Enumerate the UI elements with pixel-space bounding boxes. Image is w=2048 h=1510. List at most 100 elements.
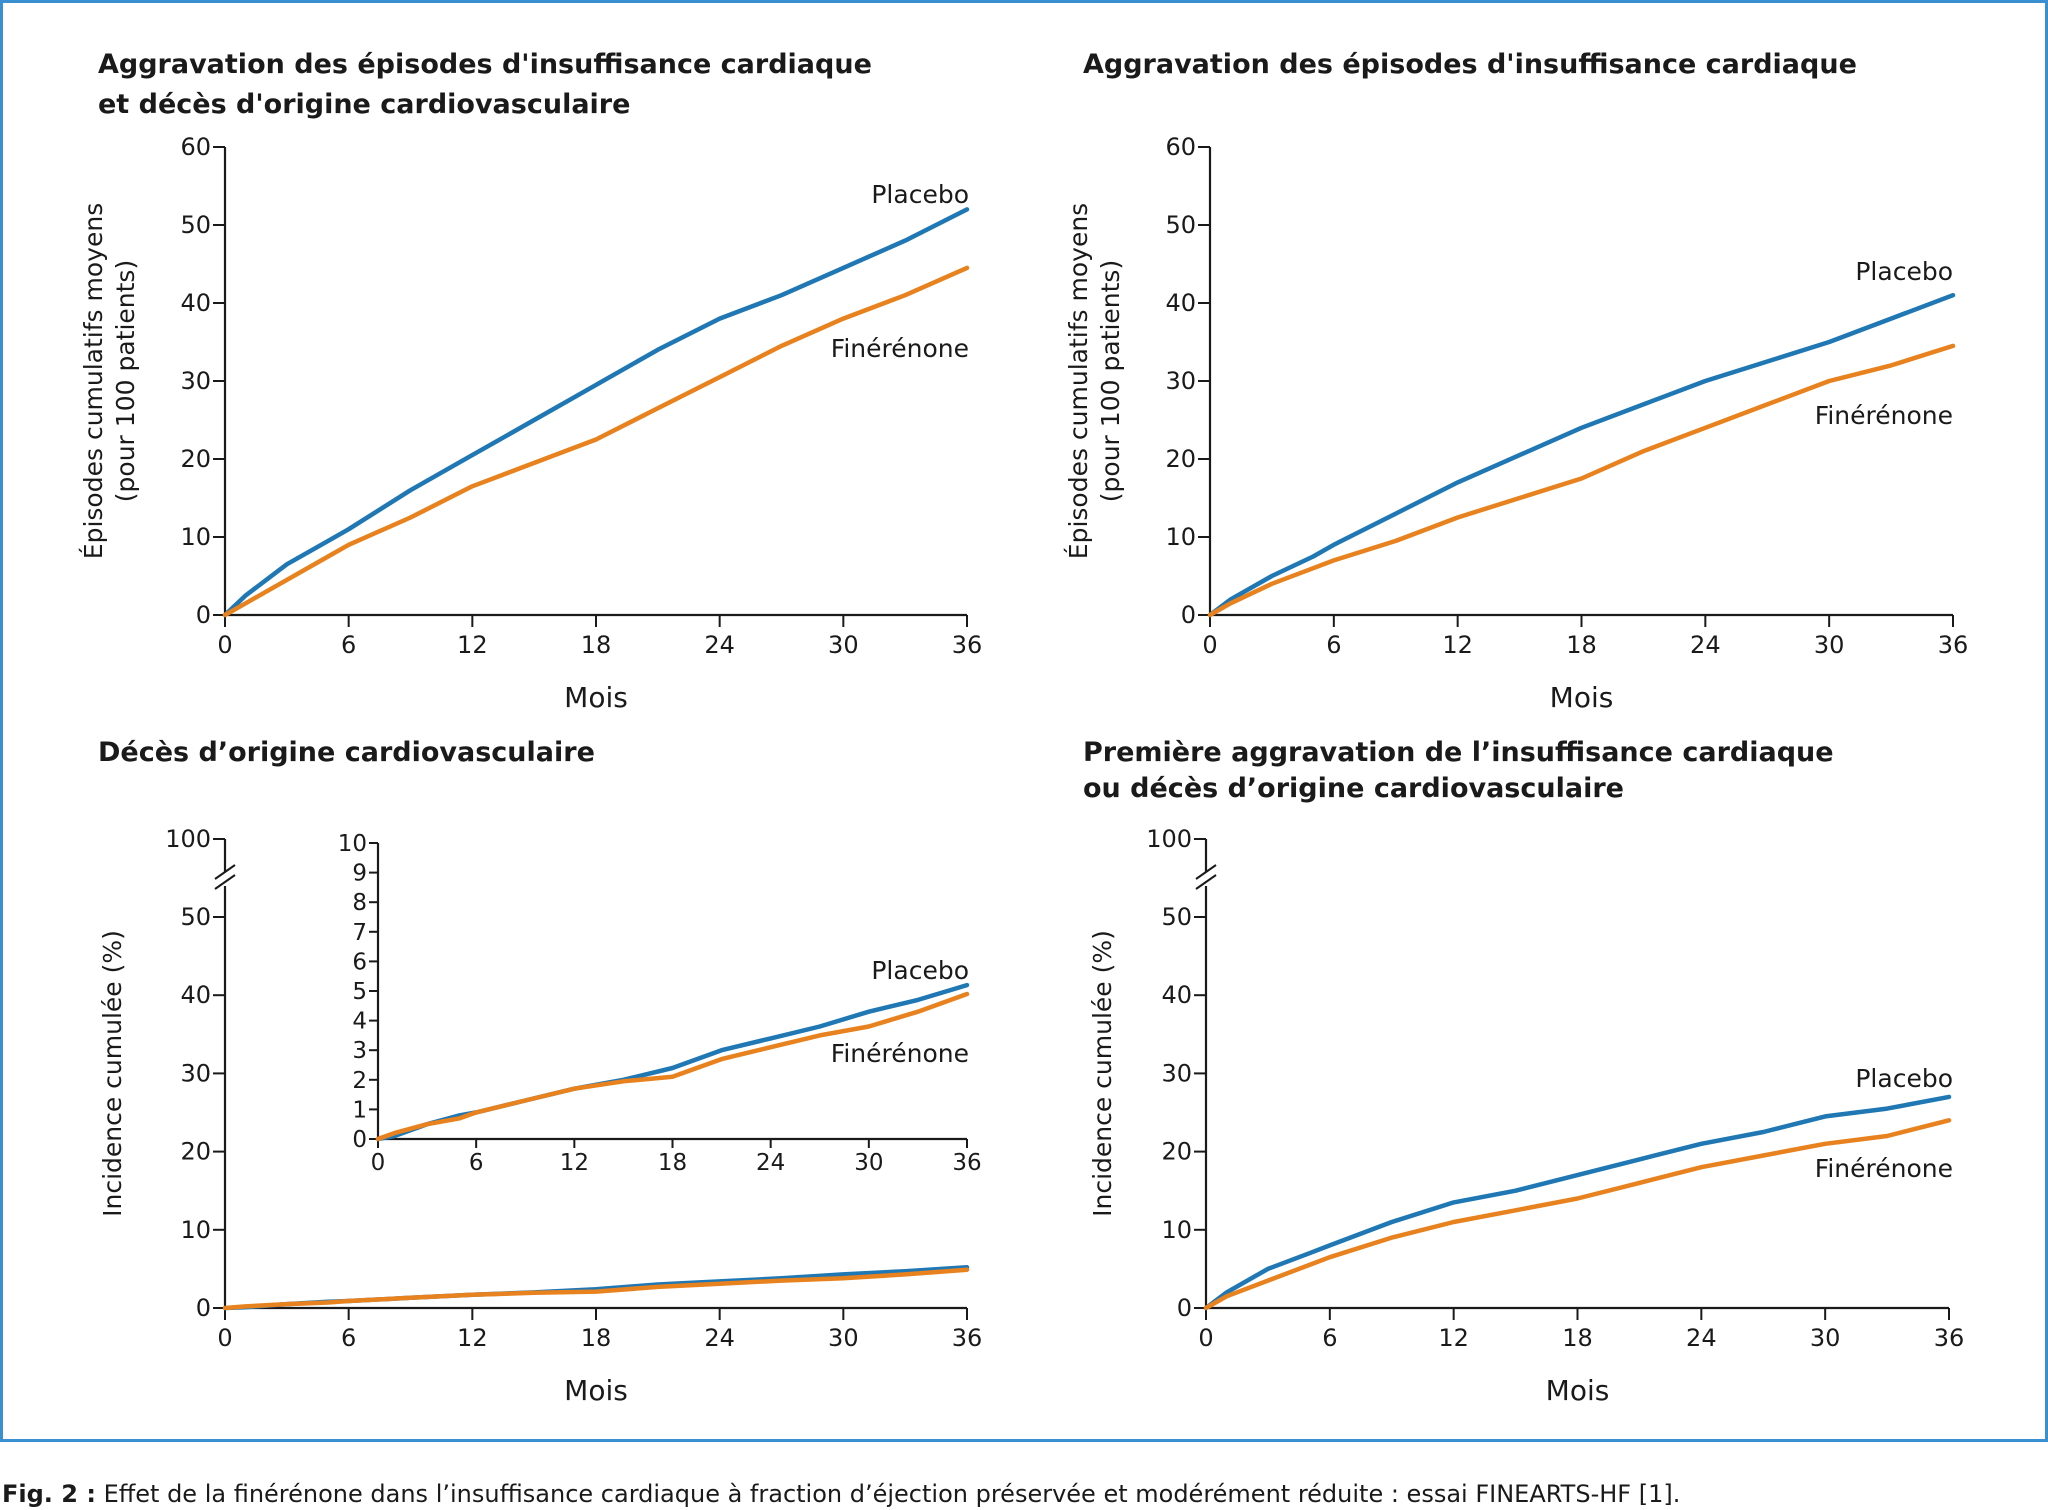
y-tick-label: 10 bbox=[180, 523, 211, 551]
x-tick-label: 30 bbox=[1814, 631, 1845, 659]
axis-break-mark bbox=[214, 864, 236, 880]
inset-x-tick-label: 24 bbox=[756, 1150, 785, 1176]
chart-panel-1: Aggravation des épisodes d'insuffisance … bbox=[79, 49, 982, 714]
x-axis-label: Mois bbox=[1550, 681, 1614, 714]
y-tick-label: 40 bbox=[180, 981, 211, 1009]
y-tick-label: 60 bbox=[1165, 133, 1196, 161]
y-tick-label: 10 bbox=[180, 1216, 211, 1244]
chart-title: Aggravation des épisodes d'insuffisance … bbox=[98, 49, 872, 80]
series-label-placebo: Placebo bbox=[871, 956, 969, 985]
x-tick-label: 18 bbox=[1566, 631, 1597, 659]
axis-break-mark bbox=[1195, 864, 1217, 880]
series-label-finerenone: Finérénone bbox=[831, 334, 969, 363]
inset-x-tick-label: 0 bbox=[371, 1150, 386, 1176]
chart-panel-4: Première aggravation de l’insuffisance c… bbox=[1083, 737, 1964, 1407]
y-tick-label: 0 bbox=[1177, 1294, 1192, 1322]
series-placebo-line bbox=[1203, 1094, 1952, 1311]
y-tick-label: 10 bbox=[1165, 523, 1196, 551]
y-tick-label: 100 bbox=[1146, 825, 1192, 853]
inset-x-tick-label: 36 bbox=[952, 1150, 981, 1176]
x-tick-label: 30 bbox=[1810, 1324, 1841, 1352]
series-finerenone-line bbox=[222, 265, 970, 618]
x-tick-label: 36 bbox=[1934, 1324, 1965, 1352]
y-tick-label: 30 bbox=[1161, 1059, 1192, 1087]
inset-y-tick-label: 10 bbox=[338, 831, 367, 857]
caption-text: Effet de la finérénone dans l’insuffisan… bbox=[95, 1480, 1681, 1508]
inset-y-tick-label: 0 bbox=[352, 1127, 367, 1153]
x-tick-label: 12 bbox=[1442, 631, 1473, 659]
x-tick-label: 24 bbox=[704, 631, 735, 659]
series-label-placebo: Placebo bbox=[871, 180, 969, 209]
x-tick-label: 0 bbox=[1202, 631, 1217, 659]
series-finerenone-line bbox=[222, 1267, 970, 1311]
x-tick-label: 12 bbox=[457, 1324, 488, 1352]
x-tick-label: 6 bbox=[341, 631, 356, 659]
inset-x-tick-label: 6 bbox=[469, 1150, 484, 1176]
inset-y-tick-label: 2 bbox=[352, 1068, 367, 1094]
y-tick-label: 50 bbox=[1165, 211, 1196, 239]
x-tick-label: 36 bbox=[952, 1324, 983, 1352]
y-axis-label: Épisodes cumulatifs moyens bbox=[79, 203, 108, 559]
inset-y-tick-label: 4 bbox=[352, 1009, 367, 1035]
series-label-finerenone: Finérénone bbox=[1815, 1154, 1953, 1183]
x-tick-label: 24 bbox=[1686, 1324, 1717, 1352]
x-tick-label: 18 bbox=[581, 1324, 612, 1352]
y-tick-label: 20 bbox=[1165, 445, 1196, 473]
y-tick-label: 30 bbox=[180, 367, 211, 395]
figure-caption: Fig. 2 : Effet de la finérénone dans l’i… bbox=[2, 1480, 2042, 1508]
x-tick-label: 6 bbox=[1326, 631, 1341, 659]
inset-y-tick-label: 7 bbox=[352, 920, 367, 946]
figure-canvas: Aggravation des épisodes d'insuffisance … bbox=[79, 49, 1968, 1407]
y-axis-label: Incidence cumulée (%) bbox=[1088, 930, 1117, 1217]
chart-panel-2: Aggravation des épisodes d'insuffisance … bbox=[1064, 49, 1968, 714]
y-tick-label: 20 bbox=[180, 445, 211, 473]
y-tick-label: 60 bbox=[180, 133, 211, 161]
x-tick-label: 36 bbox=[1938, 631, 1969, 659]
y-axis-label: (pour 100 patients) bbox=[111, 260, 140, 502]
chart-title: Aggravation des épisodes d'insuffisance … bbox=[1083, 49, 1857, 80]
y-tick-label: 0 bbox=[1181, 601, 1196, 629]
y-tick-label: 50 bbox=[180, 903, 211, 931]
x-tick-label: 12 bbox=[1438, 1324, 1469, 1352]
y-tick-label: 0 bbox=[196, 601, 211, 629]
y-tick-label: 10 bbox=[1161, 1216, 1192, 1244]
y-tick-label: 20 bbox=[180, 1138, 211, 1166]
series-placebo-line bbox=[222, 207, 970, 618]
inset-y-tick-label: 3 bbox=[352, 1038, 367, 1064]
x-tick-label: 30 bbox=[828, 631, 859, 659]
series-label-finerenone: Finérénone bbox=[831, 1039, 969, 1068]
x-tick-label: 36 bbox=[952, 631, 983, 659]
inset-y-tick-label: 6 bbox=[352, 949, 367, 975]
y-tick-label: 40 bbox=[180, 289, 211, 317]
series-label-placebo: Placebo bbox=[1855, 257, 1953, 286]
series-finerenone-line bbox=[1207, 343, 1956, 618]
y-tick-label: 50 bbox=[180, 211, 211, 239]
x-axis-label: Mois bbox=[1546, 1374, 1610, 1407]
inset-series-finerenone-line bbox=[375, 991, 970, 1142]
chart-title: Décès d’origine cardiovasculaire bbox=[98, 737, 595, 768]
inset-x-tick-label: 12 bbox=[560, 1150, 589, 1176]
y-axis-label: (pour 100 patients) bbox=[1096, 260, 1125, 502]
chart-title: ou décès d’origine cardiovasculaire bbox=[1083, 773, 1624, 804]
x-axis-label: Mois bbox=[564, 1374, 628, 1407]
inset-y-tick-label: 1 bbox=[352, 1097, 367, 1123]
x-tick-label: 18 bbox=[581, 631, 612, 659]
x-tick-label: 18 bbox=[1562, 1324, 1593, 1352]
x-tick-label: 24 bbox=[704, 1324, 735, 1352]
x-tick-label: 6 bbox=[1322, 1324, 1337, 1352]
series-label-finerenone: Finérénone bbox=[1815, 401, 1953, 430]
x-axis-label: Mois bbox=[564, 681, 628, 714]
series-finerenone-line bbox=[1203, 1118, 1952, 1311]
x-tick-label: 0 bbox=[217, 631, 232, 659]
caption-label: Fig. 2 : bbox=[2, 1480, 96, 1508]
inset-y-tick-label: 9 bbox=[352, 861, 367, 887]
series-placebo-line bbox=[1207, 292, 1956, 618]
x-tick-label: 12 bbox=[457, 631, 488, 659]
chart-panel-3: Décès d’origine cardiovasculaire Incidenc… bbox=[98, 737, 982, 1407]
x-tick-label: 24 bbox=[1690, 631, 1721, 659]
y-tick-label: 30 bbox=[180, 1059, 211, 1087]
series-label-placebo: Placebo bbox=[1855, 1064, 1953, 1093]
y-tick-label: 100 bbox=[165, 825, 211, 853]
y-tick-label: 40 bbox=[1161, 981, 1192, 1009]
y-tick-label: 40 bbox=[1165, 289, 1196, 317]
